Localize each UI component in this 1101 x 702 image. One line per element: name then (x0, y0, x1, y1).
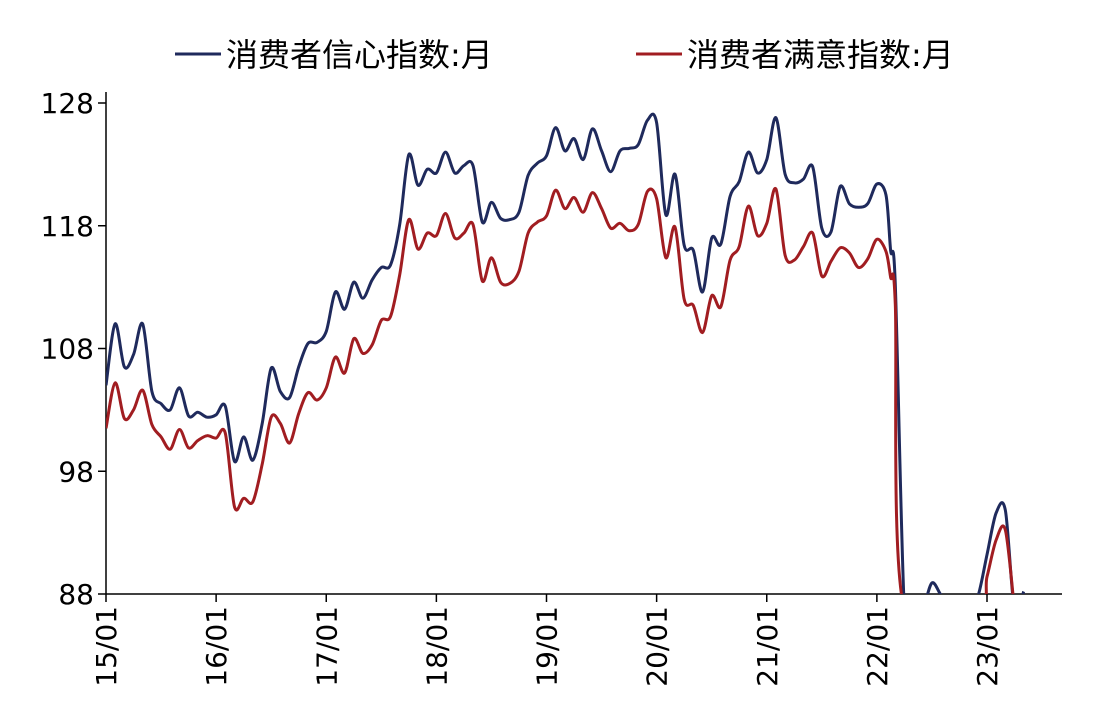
x-tick-label: 21/01 (751, 606, 784, 687)
legend-label-confidence: 消费者信心指数:月 (226, 36, 493, 74)
x-tick-label: 16/01 (200, 606, 233, 687)
series-line-confidence (106, 112, 1026, 594)
x-tick-label: 18/01 (420, 606, 453, 687)
y-ticks: 88 98 108 118 128 (41, 87, 106, 611)
x-tick-label: 19/01 (531, 606, 564, 687)
x-ticks: 15/01 16/01 17/01 18/01 19/01 20/01 21/01 22/01… (90, 594, 1004, 687)
y-tick-label: 128 (41, 87, 94, 120)
y-tick-label: 98 (58, 455, 94, 488)
x-tick-label: 17/01 (310, 606, 343, 687)
series-line-satisfaction (106, 187, 1015, 594)
x-tick-label: 22/01 (861, 606, 894, 687)
x-tick-label: 23/01 (971, 606, 1004, 687)
legend: 消费者信心指数:月 消费者满意指数:月 (175, 36, 954, 74)
x-tick-label: 15/01 (90, 606, 123, 687)
y-tick-label: 108 (41, 333, 94, 366)
y-tick-label: 88 (58, 578, 94, 611)
series-layer (106, 112, 1026, 594)
legend-label-satisfaction: 消费者满意指数:月 (687, 36, 954, 74)
x-tick-label: 20/01 (641, 606, 674, 687)
y-tick-label: 118 (41, 210, 94, 243)
